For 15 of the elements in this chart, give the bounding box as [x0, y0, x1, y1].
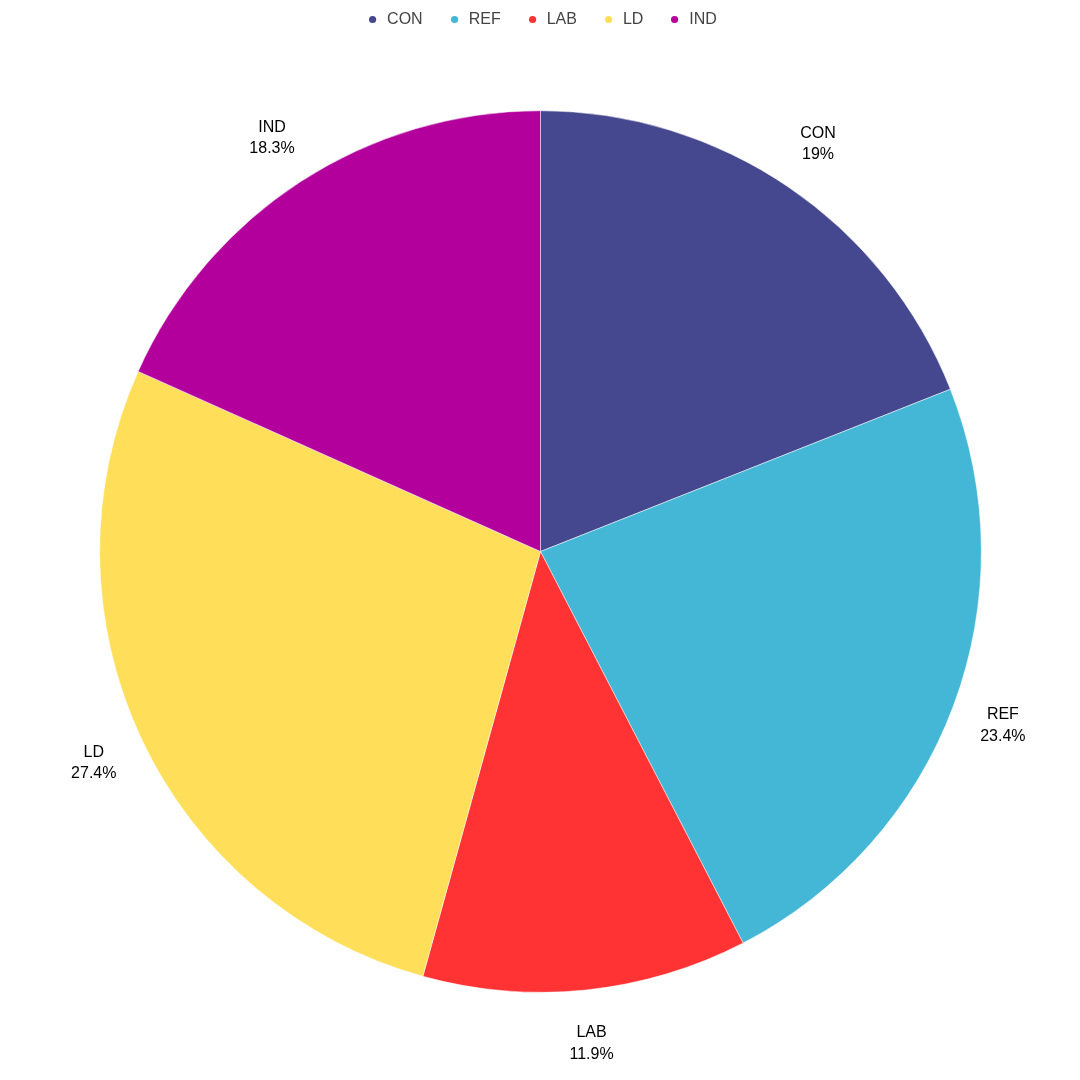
legend-label: IND	[689, 10, 717, 28]
data-label: 18.3%	[249, 139, 295, 157]
legend-label: LAB	[546, 10, 577, 28]
legend-label: REF	[468, 10, 501, 28]
slice-label: LAB	[576, 1023, 607, 1041]
slice-label: CON	[800, 124, 836, 142]
slice-label: IND	[258, 118, 286, 136]
legend-label: CON	[387, 10, 423, 28]
data-label: 23.4%	[980, 726, 1026, 744]
data-label: 11.9%	[569, 1044, 614, 1062]
slice-label: LD	[83, 742, 104, 760]
data-label: 27.4%	[71, 763, 117, 781]
legend-label: LD	[622, 10, 644, 28]
data-label: 19%	[802, 145, 835, 163]
slice-label: REF	[986, 705, 1020, 723]
